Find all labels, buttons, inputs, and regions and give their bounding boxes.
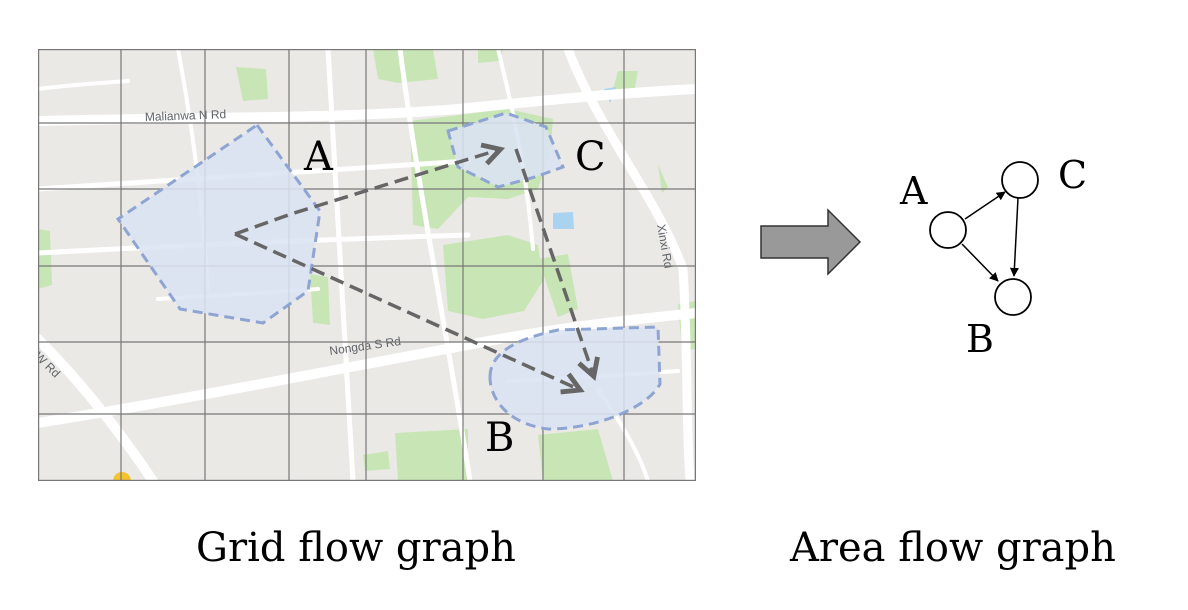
location-marker-icon bbox=[113, 472, 131, 481]
road-label-xinxi: Xinxi Rd bbox=[654, 223, 676, 269]
region-label-c: C bbox=[575, 134, 606, 180]
region-label-a: A bbox=[304, 134, 333, 180]
caption-grid-flow-graph: Grid flow graph bbox=[196, 525, 516, 571]
transform-arrow-icon bbox=[760, 208, 862, 276]
area-flow-graph bbox=[929, 161, 1039, 316]
node-label-b: B bbox=[966, 317, 994, 361]
node-label-a: A bbox=[900, 169, 928, 213]
edge-c-to-b bbox=[1009, 197, 1019, 277]
edge-a-to-c bbox=[964, 191, 1006, 220]
region-a-polygon bbox=[115, 122, 322, 325]
node-c bbox=[1001, 161, 1039, 199]
map-canvas: Malianwa N Rd Nongda S Rd Xinxi Rd W Rd bbox=[38, 49, 696, 481]
grid-flow-map: Malianwa N Rd Nongda S Rd Xinxi Rd W Rd bbox=[38, 49, 696, 481]
flow-arrow-c-to-b bbox=[514, 148, 593, 374]
edge-a-to-b bbox=[961, 243, 999, 282]
graph-edges bbox=[961, 191, 1019, 282]
node-a bbox=[929, 211, 967, 249]
graph-nodes bbox=[929, 161, 1039, 316]
flow-arrows bbox=[234, 148, 593, 389]
road-label-malianwa: Malianwa N Rd bbox=[145, 107, 227, 124]
region-c-polygon bbox=[446, 111, 566, 189]
region-label-b: B bbox=[485, 415, 515, 461]
node-label-c: C bbox=[1058, 153, 1088, 197]
caption-area-flow-graph: Area flow graph bbox=[790, 525, 1116, 571]
node-b bbox=[994, 278, 1032, 316]
